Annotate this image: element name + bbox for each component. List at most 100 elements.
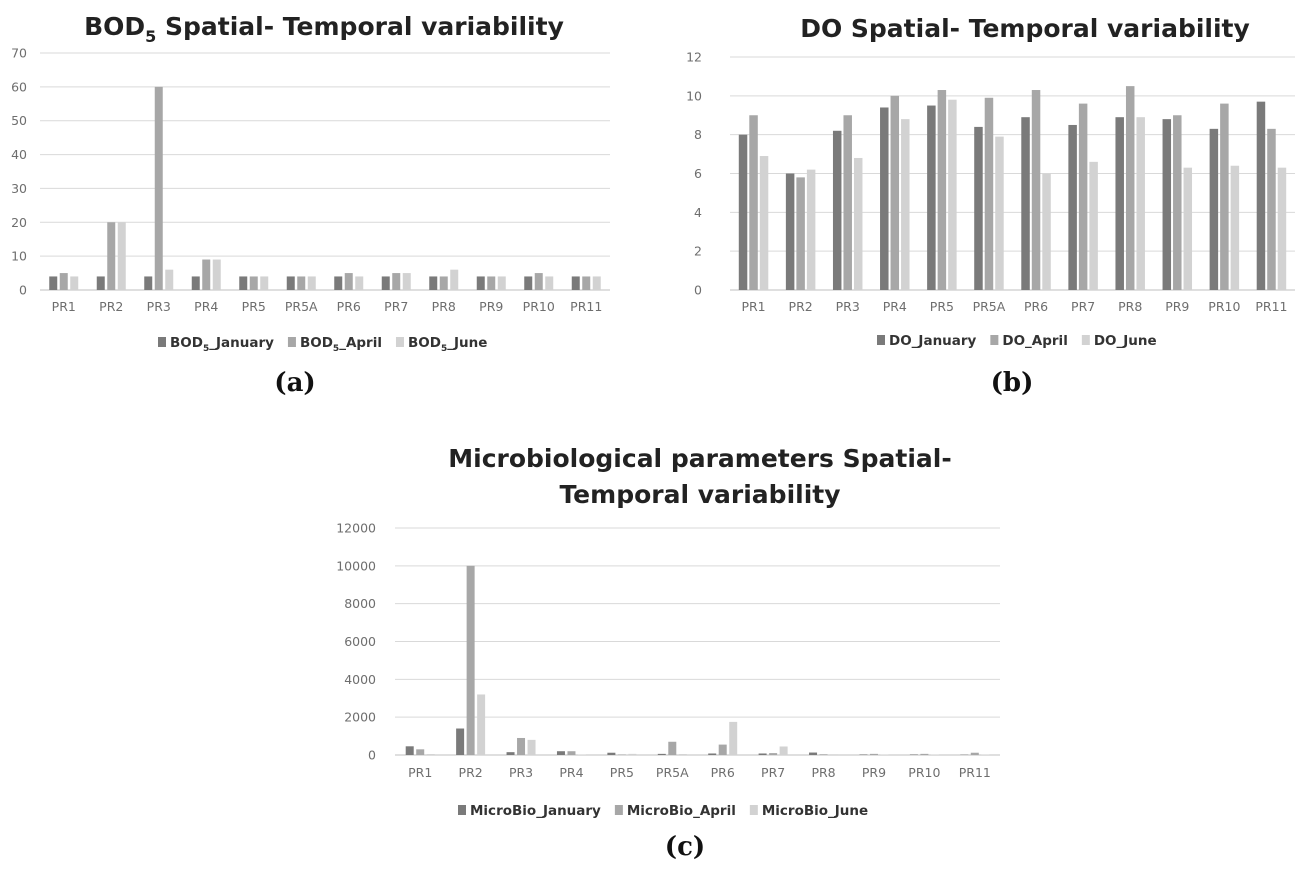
legend-swatch-microbio-june	[749, 805, 758, 815]
y-tick-label: 20	[11, 215, 27, 230]
bar-do-january-pr5a	[974, 126, 983, 291]
bar-microbio-june-pr2	[477, 694, 486, 755]
legend-label-do-april: DO_April	[1002, 333, 1067, 349]
x-tick-label-pr6: PR6	[711, 765, 735, 780]
chart-title: DO Spatial- Temporal variability	[800, 14, 1250, 43]
bar-bod5-april-pr9	[487, 276, 496, 290]
bar-microbio-april-pr5a	[668, 741, 677, 755]
bar-microbio-january-pr2	[456, 728, 465, 755]
bar-microbio-june-pr1	[426, 754, 435, 755]
legend-label-bod5-january: BOD5_January	[170, 335, 274, 354]
bar-microbio-april-pr4	[567, 751, 576, 755]
legend-label-microbio-june: MicroBio_June	[762, 803, 868, 819]
bar-microbio-january-pr4	[556, 751, 565, 755]
bar-do-april-pr8	[1125, 86, 1135, 290]
x-tick-label-pr9: PR9	[479, 299, 503, 314]
bar-do-april-pr1	[749, 115, 758, 290]
legend-label-do-june: DO_June	[1094, 333, 1157, 349]
bar-do-january-pr11	[1256, 101, 1266, 291]
legend-swatch-bod5-april	[287, 337, 296, 347]
bar-bod5-january-pr4	[191, 276, 200, 290]
chart-title-line1: Microbiological parameters Spatial-	[448, 444, 951, 473]
bar-bod5-january-pr10	[524, 276, 533, 290]
bar-do-june-pr8	[1136, 117, 1145, 290]
bar-microbio-june-pr4	[577, 754, 586, 755]
bar-microbio-june-pr8	[830, 754, 839, 755]
y-tick-label: 0	[694, 283, 702, 298]
panel-label-a: (a)	[274, 368, 316, 398]
legend-swatch-do-january	[877, 335, 885, 345]
bar-bod5-june-pr7	[402, 273, 411, 290]
x-tick-label-pr11: PR11	[1255, 299, 1287, 314]
legend-swatch-microbio-april	[614, 805, 623, 815]
bar-microbio-january-pr9	[859, 754, 868, 755]
y-tick-label: 10	[11, 249, 27, 264]
bar-bod5-january-pr8	[429, 276, 438, 290]
x-tick-label-pr10: PR10	[908, 765, 940, 780]
y-tick-label: 70	[11, 46, 27, 61]
bar-do-june-pr2	[806, 169, 816, 290]
bar-microbio-january-pr1	[405, 746, 414, 755]
y-tick-label: 50	[11, 113, 27, 128]
legend-swatch-do-june	[1081, 335, 1090, 345]
bar-do-april-pr11	[1267, 128, 1276, 290]
bar-do-april-pr2	[796, 177, 805, 290]
bar-do-january-pr6	[1021, 117, 1030, 290]
x-tick-label-pr4: PR4	[883, 299, 907, 314]
bar-microbio-april-pr11	[970, 752, 979, 755]
x-tick-label-pr6: PR6	[337, 299, 361, 314]
bar-do-january-pr10	[1209, 128, 1219, 290]
x-tick-label-pr3: PR3	[509, 765, 533, 780]
bar-do-june-pr3	[853, 157, 863, 290]
x-tick-label-pr11: PR11	[570, 299, 602, 314]
y-tick-label: 4	[694, 205, 702, 220]
bar-do-june-pr5a	[995, 136, 1004, 290]
bar-bod5-june-pr2	[117, 222, 126, 290]
bar-bod5-june-pr5a	[307, 276, 316, 290]
legend-swatch-bod5-january	[158, 337, 166, 347]
bar-microbio-june-pr3	[527, 739, 536, 755]
bar-bod5-january-pr11	[571, 276, 580, 290]
microbio-chart: Microbiological parameters Spatial- Tempo…	[336, 444, 1000, 819]
bod5-chart-panel: BOD5 Spatial- Temporal variability 0 10 20 3…	[0, 0, 640, 410]
bar-microbio-january-pr10	[909, 754, 918, 755]
bar-do-june-pr4	[901, 119, 910, 290]
x-tick-label-pr7: PR7	[1071, 299, 1095, 314]
bar-bod5-april-pr1	[59, 273, 68, 290]
y-tick-label: 0	[19, 283, 27, 298]
bar-bod5-june-pr5	[260, 276, 269, 290]
x-tick-label-pr8: PR8	[1118, 299, 1142, 314]
do-chart: DO Spatial- Temporal variability 0 2 4 6 8 10 1…	[686, 14, 1295, 349]
bar-do-april-pr5a	[984, 97, 994, 291]
bar-bod5-june-pr9	[497, 276, 506, 290]
x-tick-label-pr1: PR1	[408, 765, 432, 780]
bar-bod5-april-pr3	[154, 86, 163, 290]
bar-do-june-pr6	[1042, 173, 1051, 290]
x-tick-label-pr9: PR9	[862, 765, 886, 780]
bar-bod5-june-pr4	[212, 259, 221, 290]
x-tick-label-pr11: PR11	[959, 765, 991, 780]
bar-do-january-pr3	[832, 130, 842, 290]
bar-bod5-june-pr6	[355, 276, 364, 290]
bar-bod5-january-pr7	[381, 276, 390, 290]
bar-bod5-january-pr5	[239, 276, 248, 290]
x-tick-label-pr2: PR2	[789, 299, 813, 314]
panel-label-c: (c)	[664, 832, 706, 862]
bar-do-april-pr3	[843, 115, 852, 290]
bar-microbio-april-pr8	[819, 754, 828, 755]
y-tick-label: 2	[694, 244, 702, 259]
x-tick-label-pr5: PR5	[242, 299, 266, 314]
x-tick-label-pr10: PR10	[1208, 299, 1240, 314]
y-tick-label: 6	[694, 166, 702, 181]
bar-do-june-pr10	[1230, 165, 1240, 290]
x-tick-label-pr7: PR7	[384, 299, 408, 314]
bar-do-june-pr1	[759, 156, 769, 290]
bar-do-april-pr9	[1173, 115, 1182, 290]
y-tick-label: 2000	[344, 710, 376, 725]
bar-bod5-june-pr10	[545, 276, 554, 290]
y-tick-label: 8000	[344, 596, 376, 611]
bar-microbio-june-pr7	[779, 746, 788, 755]
bar-microbio-june-pr5a	[678, 754, 687, 755]
bar-bod5-january-pr3	[144, 276, 153, 290]
bar-bod5-june-pr8	[450, 269, 459, 290]
